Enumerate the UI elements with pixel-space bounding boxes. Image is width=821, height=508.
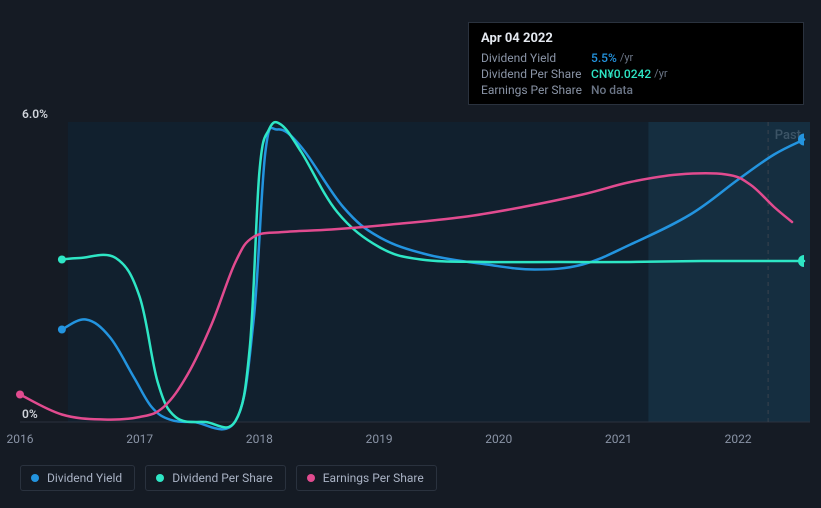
- tooltip-row-label: Dividend Per Share: [481, 67, 591, 81]
- tooltip-date: Apr 04 2022: [481, 31, 791, 46]
- legend-dot-icon: [31, 474, 39, 482]
- x-tick-label: 2019: [366, 432, 393, 446]
- tooltip-row-label: Dividend Yield: [481, 51, 591, 65]
- y-axis-max-label: 6.0%: [22, 107, 48, 121]
- tooltip-row: Dividend Yield5.5%/yr: [481, 50, 791, 66]
- series-start-dot-earnings_per_share: [16, 391, 24, 399]
- chart-legend: Dividend Yield Dividend Per Share Earnings…: [20, 465, 437, 491]
- series-start-dot-dividend_yield: [58, 326, 66, 334]
- x-tick-label: 2018: [246, 432, 273, 446]
- tooltip-row: Earnings Per ShareNo data: [481, 82, 791, 98]
- x-axis: 2016201720182019202020212022: [20, 432, 810, 452]
- tooltip-row-value: No data: [591, 83, 633, 97]
- x-tick-label: 2017: [126, 432, 153, 446]
- tooltip-row-value: CN¥0.0242: [591, 67, 651, 81]
- legend-dot-icon: [307, 474, 315, 482]
- legend-label: Earnings Per Share: [323, 471, 424, 485]
- tooltip-row: Dividend Per ShareCN¥0.0242/yr: [481, 66, 791, 82]
- legend-label: Dividend Yield: [47, 471, 122, 485]
- x-tick-label: 2022: [725, 432, 752, 446]
- tooltip-row-unit: /yr: [620, 51, 633, 65]
- x-tick-label: 2016: [7, 432, 34, 446]
- x-tick-label: 2021: [605, 432, 632, 446]
- series-start-dot-dividend_per_share: [58, 256, 66, 264]
- tooltip-row-label: Earnings Per Share: [481, 83, 591, 97]
- chart-plot: [20, 122, 810, 422]
- chart-tooltip: Apr 04 2022 Dividend Yield5.5%/yrDividen…: [468, 22, 804, 105]
- legend-item-earnings_per_share[interactable]: Earnings Per Share: [296, 465, 437, 491]
- legend-label: Dividend Per Share: [172, 471, 273, 485]
- x-tick-label: 2020: [485, 432, 512, 446]
- tooltip-row-value: 5.5%: [591, 51, 617, 65]
- legend-item-dividend_yield[interactable]: Dividend Yield: [20, 465, 135, 491]
- legend-item-dividend_per_share[interactable]: Dividend Per Share: [145, 465, 286, 491]
- tooltip-row-unit: /yr: [654, 67, 667, 81]
- legend-dot-icon: [156, 474, 164, 482]
